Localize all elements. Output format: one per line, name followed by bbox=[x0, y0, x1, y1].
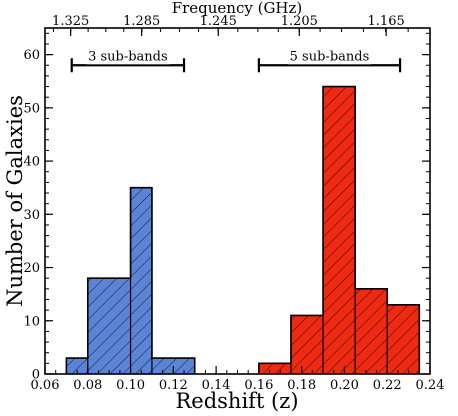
x-tick-label: 0.20 bbox=[330, 378, 359, 393]
bar-hatch-series-1-bin-3 bbox=[130, 187, 152, 374]
y-tick-label: 40 bbox=[23, 155, 40, 170]
sub-band-annotations: 3 sub-bands 5 sub-bands bbox=[70, 49, 402, 73]
y-axis-title: Number of Galaxies bbox=[3, 95, 27, 307]
y-tick-label: 30 bbox=[23, 208, 40, 223]
bar-hatch-series-2-bin-4 bbox=[355, 288, 388, 374]
x-tick-label: 0.12 bbox=[159, 378, 188, 393]
sub-band-label-2: 5 sub-bands bbox=[290, 49, 370, 64]
bar-hatch-series-1-bin-2 bbox=[87, 278, 131, 374]
bar-hatch-series-2-bin-1 bbox=[258, 363, 291, 374]
x-axis-title: Redshift (z) bbox=[175, 389, 298, 413]
x-tick-label: 0.08 bbox=[73, 378, 102, 393]
bar-hatch-series-2-bin-3 bbox=[323, 86, 356, 375]
sub-band-label-bg-1 bbox=[86, 49, 170, 65]
top-axis-title: Frequency (GHz) bbox=[172, 0, 303, 17]
top-tick-label: 1.325 bbox=[52, 14, 89, 29]
y-tick-label: 10 bbox=[23, 314, 40, 329]
top-tick-label: 1.165 bbox=[368, 14, 405, 29]
histogram-bars bbox=[65, 85, 421, 375]
top-tick-label: 1.245 bbox=[200, 14, 237, 29]
x-tick-label: 0.14 bbox=[202, 378, 231, 393]
top-tick-label: 1.205 bbox=[281, 14, 318, 29]
top-tick-label: 1.285 bbox=[123, 14, 160, 29]
x-tick-label: 0.06 bbox=[31, 378, 60, 393]
bar-hatch-series-1-bin-1 bbox=[66, 358, 88, 374]
y-tick-label: 60 bbox=[23, 48, 40, 63]
x-tick-label: 0.10 bbox=[116, 378, 145, 393]
x-tick-label: 0.16 bbox=[244, 378, 273, 393]
bar-hatch-series-2-bin-2 bbox=[290, 315, 324, 374]
y-tick-label: 20 bbox=[23, 261, 40, 276]
bar-hatch-series-2-bin-5 bbox=[387, 304, 420, 374]
histogram-outline-series-2 bbox=[258, 85, 421, 374]
sub-band-label-1: 3 sub-bands bbox=[88, 49, 168, 64]
x-tick-label: 0.24 bbox=[416, 378, 445, 393]
y-tick-label: 0 bbox=[32, 368, 40, 383]
axis-ticks: 0.06 0.08 0.10 0.12 0.14 0.16 0.18 0.20 0.22 0.24… bbox=[23, 14, 444, 393]
sub-band-label-bg-2 bbox=[287, 49, 372, 65]
x-tick-label: 0.22 bbox=[373, 378, 402, 393]
y-tick-label: 50 bbox=[23, 101, 40, 116]
x-tick-label: 0.18 bbox=[287, 378, 316, 393]
